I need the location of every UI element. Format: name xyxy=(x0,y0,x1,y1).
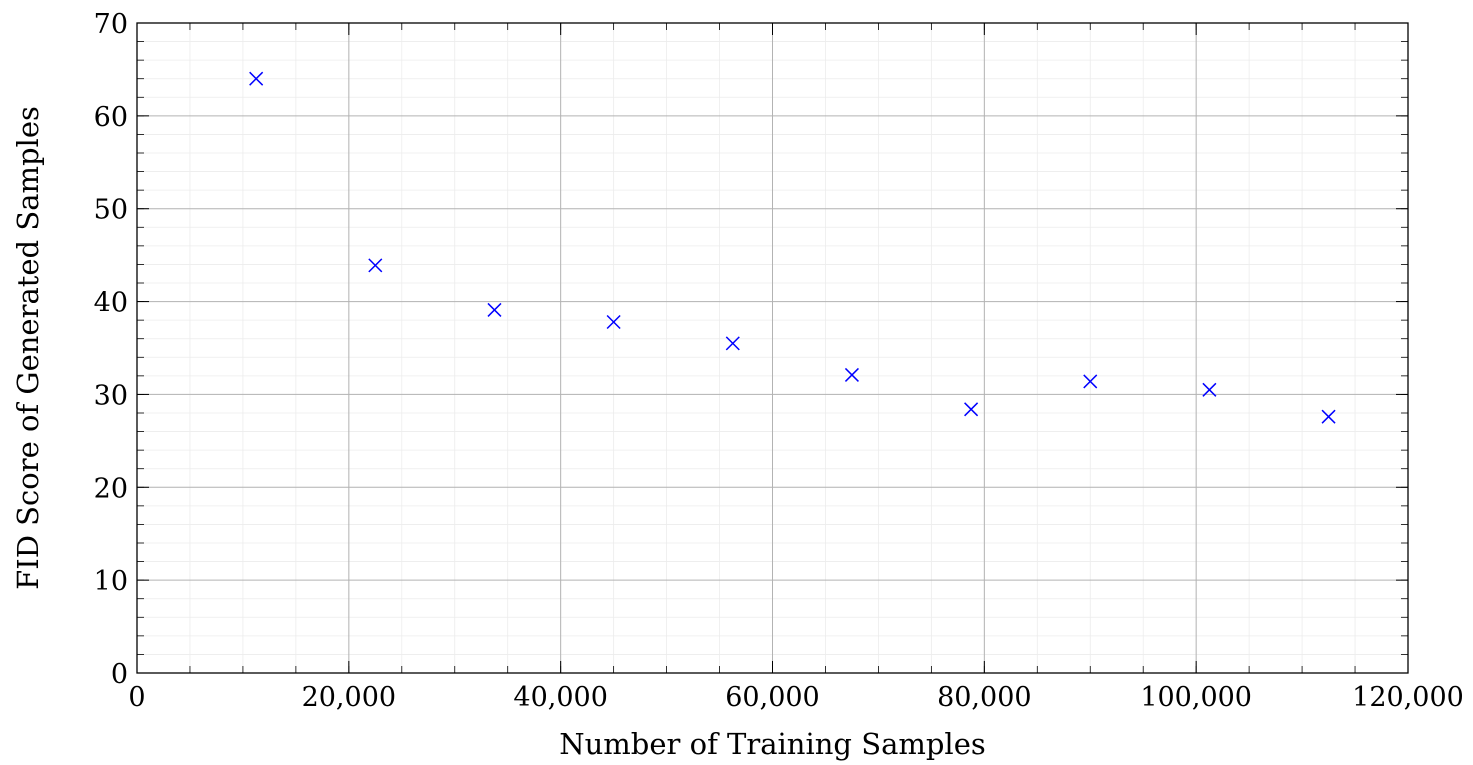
data-point xyxy=(1083,374,1098,389)
data-points xyxy=(249,71,1336,424)
data-point xyxy=(725,336,740,351)
y-tick-label: 30 xyxy=(94,380,128,411)
x-tick-label: 40,000 xyxy=(513,682,607,713)
axis-ticks xyxy=(136,22,1409,674)
y-tick-label: 20 xyxy=(94,473,128,504)
y-axis-title: FID Score of Generated Samples xyxy=(11,106,45,590)
data-point-stroke xyxy=(844,367,859,382)
y-tick-labels: 0 10 20 30 40 50 60 70 xyxy=(94,9,128,690)
major-grid xyxy=(136,22,1409,674)
x-axis-title: Number of Training Samples xyxy=(559,727,986,761)
data-point xyxy=(964,402,979,417)
x-tick-label: 120,000 xyxy=(1352,682,1464,713)
data-point-stroke xyxy=(1321,409,1336,424)
y-tick-label: 40 xyxy=(94,288,128,319)
data-point xyxy=(1321,409,1336,424)
data-point xyxy=(487,302,502,317)
data-point-stroke xyxy=(606,314,621,330)
y-tick-label: 0 xyxy=(111,659,128,690)
data-point xyxy=(368,258,383,273)
data-point-stroke xyxy=(487,302,502,317)
data-point-stroke xyxy=(1083,374,1098,389)
y-tick-label: 70 xyxy=(94,9,128,40)
data-point-stroke xyxy=(249,71,264,86)
data-point xyxy=(1202,382,1217,397)
x-tick-labels: 0 20,000 40,000 60,000 80,000 100,000 120,000 xyxy=(128,682,1463,713)
data-point-stroke xyxy=(725,336,740,351)
y-tick-label: 10 xyxy=(94,566,128,597)
data-point-stroke xyxy=(368,258,383,273)
data-point xyxy=(249,71,264,86)
y-tick-label: 60 xyxy=(94,102,128,133)
x-tick-label: 80,000 xyxy=(937,682,1031,713)
data-point-stroke xyxy=(964,402,979,417)
x-tick-label: 20,000 xyxy=(302,682,396,713)
data-point xyxy=(606,314,621,330)
x-tick-label: 0 xyxy=(128,682,145,713)
y-tick-label: 50 xyxy=(94,195,128,226)
x-tick-label: 60,000 xyxy=(725,682,819,713)
x-tick-label: 100,000 xyxy=(1140,682,1252,713)
data-point-stroke xyxy=(1202,382,1217,397)
data-point xyxy=(844,367,859,382)
